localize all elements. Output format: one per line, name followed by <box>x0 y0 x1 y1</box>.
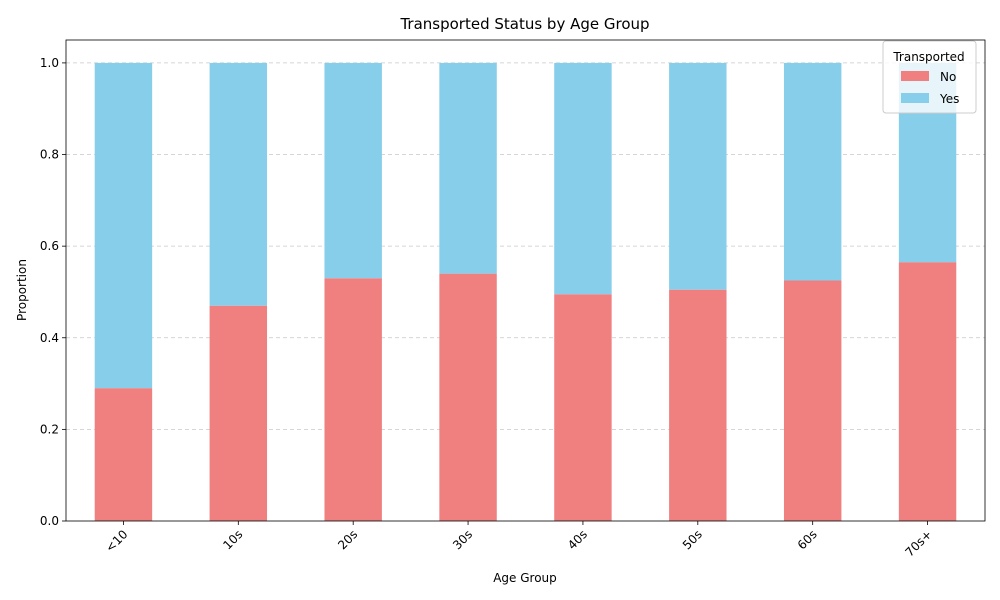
x-tick-label: 20s <box>335 527 360 552</box>
bar-no-6 <box>783 280 842 521</box>
legend-label-yes: Yes <box>939 92 959 106</box>
bar-no-5 <box>669 289 727 521</box>
x-tick-label: 40s <box>565 527 590 552</box>
legend: Transported No Yes <box>882 40 977 114</box>
y-axis-ticks: 0.0 0.2 0.4 0.6 0.8 1.0 <box>40 56 66 528</box>
plot-frame <box>65 39 986 522</box>
x-tick-label: <10 <box>103 527 131 555</box>
y-tick-label: 0.6 <box>40 239 59 253</box>
bar-no-0 <box>94 388 153 521</box>
y-axis-label: Proportion <box>15 259 29 321</box>
y-tick-label: 0.2 <box>40 422 59 436</box>
bar-yes-6 <box>783 62 842 281</box>
bar-no-4 <box>554 294 612 521</box>
bar-no-7 <box>898 262 957 521</box>
bar-yes-0 <box>94 62 153 389</box>
bar-yes-5 <box>669 62 727 290</box>
x-tick-label: 50s <box>680 527 705 552</box>
y-tick-label: 1.0 <box>40 56 59 70</box>
bar-yes-2 <box>324 62 382 279</box>
grid-lines <box>66 62 985 430</box>
y-tick-label: 0.8 <box>40 148 59 162</box>
bar-no-2 <box>324 278 382 521</box>
bars <box>94 62 957 521</box>
legend-label-no: No <box>940 70 956 84</box>
axes <box>65 39 986 522</box>
legend-swatch-yes <box>901 93 929 103</box>
y-tick-label: 0.0 <box>40 514 59 528</box>
legend-title: Transported <box>892 50 964 64</box>
x-tick-label: 70s+ <box>902 527 934 559</box>
x-tick-label: 30s <box>450 527 475 552</box>
x-axis-ticks: <10 10s 20s 30s 40s 50s 60s 70s+ <box>103 521 935 559</box>
bar-yes-1 <box>209 62 268 306</box>
bar-no-3 <box>439 273 497 521</box>
chart-title: Transported Status by Age Group <box>399 15 649 33</box>
bar-yes-3 <box>439 62 497 274</box>
x-tick-label: 60s <box>795 527 820 552</box>
legend-swatch-no <box>901 71 929 81</box>
y-tick-label: 0.4 <box>40 331 59 345</box>
bar-yes-4 <box>554 62 612 295</box>
x-tick-label: 10s <box>220 527 245 552</box>
x-axis-label: Age Group <box>493 571 557 585</box>
bar-no-1 <box>209 305 268 521</box>
